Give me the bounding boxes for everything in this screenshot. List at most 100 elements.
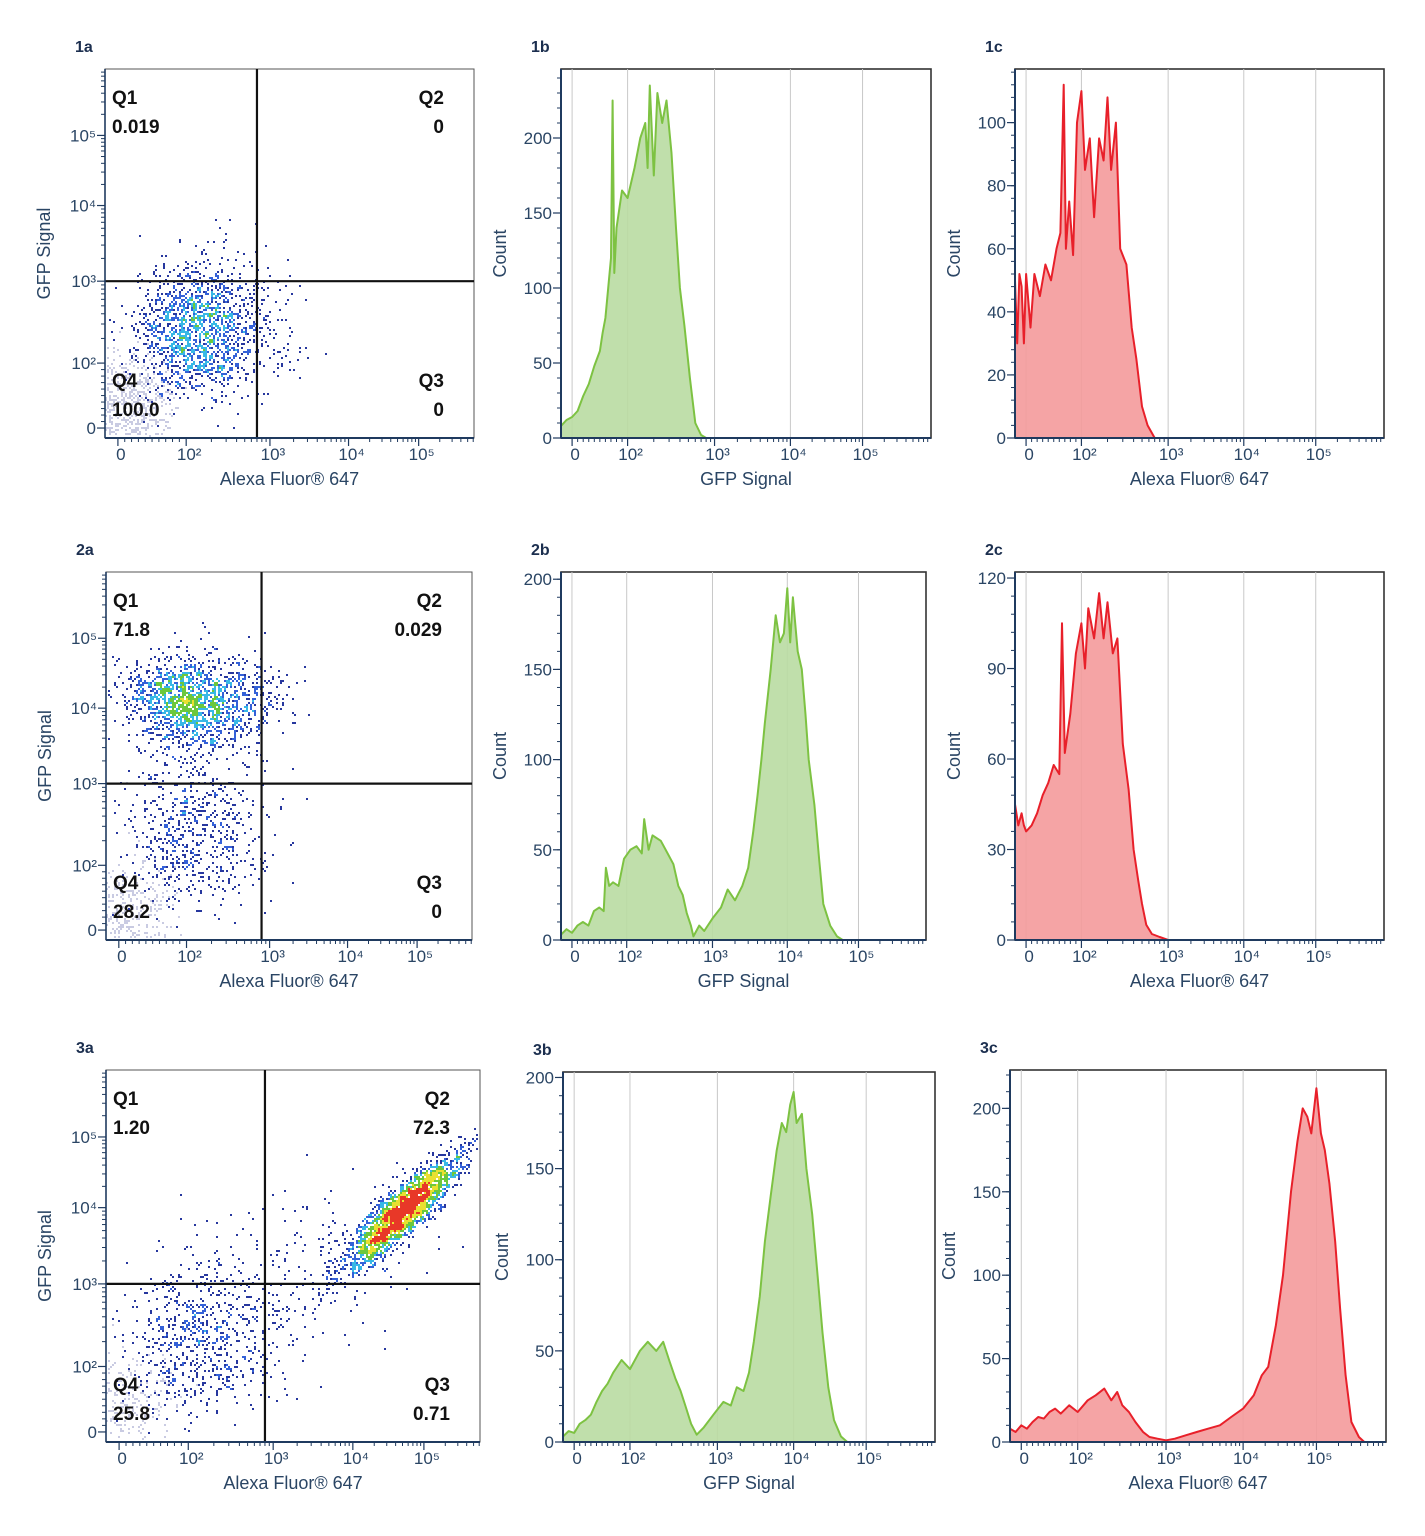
event-dot-muted — [165, 403, 167, 405]
event-dot — [194, 668, 196, 670]
event-dot-muted — [135, 403, 137, 405]
event-dot-muted — [135, 407, 137, 409]
event-dot — [218, 704, 220, 706]
event-dot — [174, 698, 176, 700]
event-dot — [206, 742, 208, 744]
event-dot — [228, 802, 230, 804]
event-dot — [157, 425, 159, 427]
event-dot — [176, 926, 178, 928]
event-dot — [234, 738, 236, 740]
event-dot — [215, 309, 217, 311]
event-dot — [204, 680, 206, 682]
quadrant-name: Q4 — [112, 371, 138, 392]
event-dot-muted — [122, 892, 124, 894]
event-dot — [208, 684, 210, 686]
event-dot-muted — [131, 391, 133, 393]
event-dot — [231, 329, 233, 331]
event-dot — [239, 323, 241, 325]
event-dot — [179, 275, 181, 277]
event-dot — [232, 754, 234, 756]
event-dot — [143, 333, 145, 335]
event-dot — [195, 385, 197, 387]
event-dot — [198, 748, 200, 750]
event-dot — [205, 353, 207, 355]
event-dot — [243, 331, 245, 333]
event-dot-muted — [143, 393, 145, 395]
event-dot-muted — [105, 399, 107, 401]
event-dot — [169, 309, 171, 311]
event-dot — [240, 688, 242, 690]
event-dot — [152, 688, 154, 690]
event-dot — [154, 778, 156, 780]
event-dot — [261, 339, 263, 341]
event-dot-muted — [122, 926, 124, 928]
event-dot — [220, 708, 222, 710]
event-dot-muted — [132, 934, 134, 936]
event-dot — [191, 321, 193, 323]
event-dot-muted — [134, 1412, 136, 1414]
event-dot — [222, 798, 224, 800]
event-dot — [344, 1260, 346, 1262]
event-dot — [184, 796, 186, 798]
event-dot — [203, 291, 205, 293]
event-dot — [205, 369, 207, 371]
histogram-line — [561, 587, 919, 940]
event-dot — [148, 742, 150, 744]
x-tick-label: 0 — [570, 947, 579, 966]
event-dot — [182, 698, 184, 700]
event-dot — [186, 726, 188, 728]
event-dot — [182, 836, 184, 838]
event-dot — [418, 1212, 420, 1214]
event-dot — [183, 323, 185, 325]
event-dot — [264, 770, 266, 772]
event-dot-muted — [117, 389, 119, 391]
event-dot — [330, 1302, 332, 1304]
event-dot — [231, 289, 233, 291]
event-dot-muted — [121, 385, 123, 387]
event-dot — [198, 814, 200, 816]
event-dot — [210, 696, 212, 698]
event-dot — [432, 1176, 434, 1178]
event-dot — [186, 646, 188, 648]
event-dot — [165, 307, 167, 309]
event-dot — [147, 319, 149, 321]
event-dot — [160, 722, 162, 724]
event-dot — [191, 317, 193, 319]
event-dot — [217, 303, 219, 305]
event-dot-muted — [136, 882, 138, 884]
event-dot-muted — [152, 888, 154, 890]
event-dot — [229, 307, 231, 309]
event-dot — [184, 810, 186, 812]
event-dot — [220, 784, 222, 786]
event-dot — [237, 317, 239, 319]
event-dot — [191, 387, 193, 389]
event-dot — [170, 792, 172, 794]
event-dot — [220, 866, 222, 868]
event-dot — [208, 706, 210, 708]
event-dot — [217, 271, 219, 273]
event-dot — [177, 297, 179, 299]
event-dot — [207, 361, 209, 363]
event-dot — [192, 738, 194, 740]
event-dot — [239, 285, 241, 287]
event-dot — [236, 662, 238, 664]
event-dot — [162, 728, 164, 730]
event-dot — [199, 291, 201, 293]
event-dot — [214, 720, 216, 722]
event-dot-muted — [107, 377, 109, 379]
event-dot-muted — [141, 409, 143, 411]
event-dot — [231, 367, 233, 369]
event-dot — [187, 275, 189, 277]
event-dot-muted — [173, 397, 175, 399]
event-dot — [380, 1250, 382, 1252]
event-dot — [291, 331, 293, 333]
event-dot — [203, 321, 205, 323]
event-dot — [218, 692, 220, 694]
event-dot — [126, 706, 128, 708]
event-dot — [348, 1256, 350, 1258]
event-dot — [258, 686, 260, 688]
event-dot — [229, 403, 231, 405]
event-dot — [168, 706, 170, 708]
event-dot — [227, 359, 229, 361]
event-dot — [148, 686, 150, 688]
